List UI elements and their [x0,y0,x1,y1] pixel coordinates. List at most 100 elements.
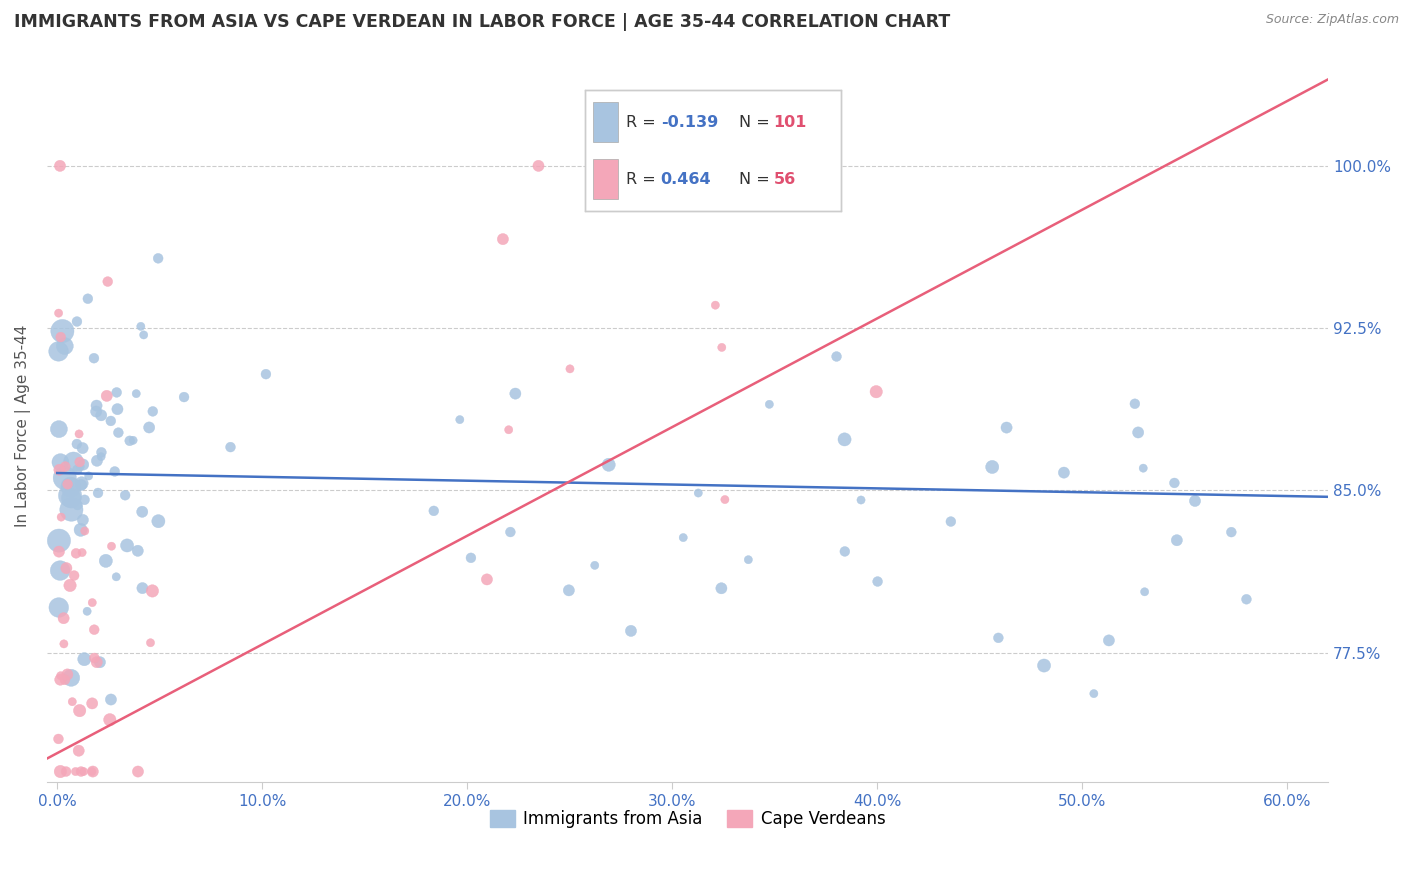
Point [69,459,91,474]
Point [105,385,128,400]
Point [704,298,727,312]
Point [1184,494,1206,508]
Point [492,232,515,246]
Point [1126,425,1149,440]
Point [995,420,1018,434]
Point [1132,461,1154,475]
Point [834,544,856,558]
Point [73,652,96,666]
Point [675,159,697,173]
Point [48,422,70,436]
Point [1220,525,1243,540]
Point [866,574,889,589]
Point [48,600,70,615]
Point [97,275,120,289]
Point [141,583,163,598]
Point [53,459,76,474]
Point [598,458,620,472]
Point [49,455,72,469]
Point [89,655,111,669]
Point [72,764,94,779]
Point [710,582,733,596]
Point [73,492,96,507]
Point [1123,397,1146,411]
Point [59,578,82,592]
Point [100,539,122,553]
Point [56,477,79,491]
Point [146,252,169,266]
Point [115,538,138,552]
Point [100,692,122,706]
Point [56,667,79,681]
Point [583,558,606,573]
Point [72,513,94,527]
Point [65,764,87,779]
Point [105,570,128,584]
Point [114,488,136,502]
Point [132,327,155,342]
Point [100,414,122,428]
Point [49,669,72,683]
Point [51,510,73,524]
Point [52,611,75,625]
Point [66,437,89,451]
Point [80,764,103,779]
Point [173,390,195,404]
Point [59,489,82,503]
Point [66,498,89,512]
Point [1166,533,1188,548]
Point [62,455,84,469]
Point [1098,633,1121,648]
Point [82,596,104,610]
Point [77,469,100,483]
Point [1083,687,1105,701]
Point [49,673,72,687]
Point [620,624,643,638]
Point [48,344,70,359]
Point [865,384,887,399]
Point [87,486,110,500]
Point [527,159,550,173]
Point [55,561,77,575]
Point [72,441,94,455]
Point [48,544,70,558]
Point [86,454,108,468]
Point [1236,592,1258,607]
Point [107,425,129,440]
Point [90,445,112,459]
Point [1133,584,1156,599]
Point [254,367,277,381]
Point [65,546,87,560]
Point [987,631,1010,645]
Point [69,523,91,537]
Point [127,543,149,558]
Point [70,476,93,491]
Point [59,480,82,494]
Point [72,458,94,472]
Point [70,764,93,779]
Point [48,731,70,746]
Point [70,478,93,492]
Point [69,455,91,469]
Point [475,573,498,587]
Point [67,744,90,758]
Point [73,524,96,538]
Point [83,351,105,366]
Point [834,433,856,447]
Point [90,409,112,423]
Point [849,493,872,508]
Point [758,397,780,411]
Point [96,389,118,403]
Point [66,314,89,328]
Point [60,671,83,685]
Point [82,764,104,779]
Point [49,159,72,173]
Point [107,402,129,417]
Point [66,463,89,477]
Point [779,162,801,177]
Point [49,330,72,344]
Point [52,637,75,651]
Point [737,552,759,566]
Point [131,581,153,595]
Point [49,764,72,779]
